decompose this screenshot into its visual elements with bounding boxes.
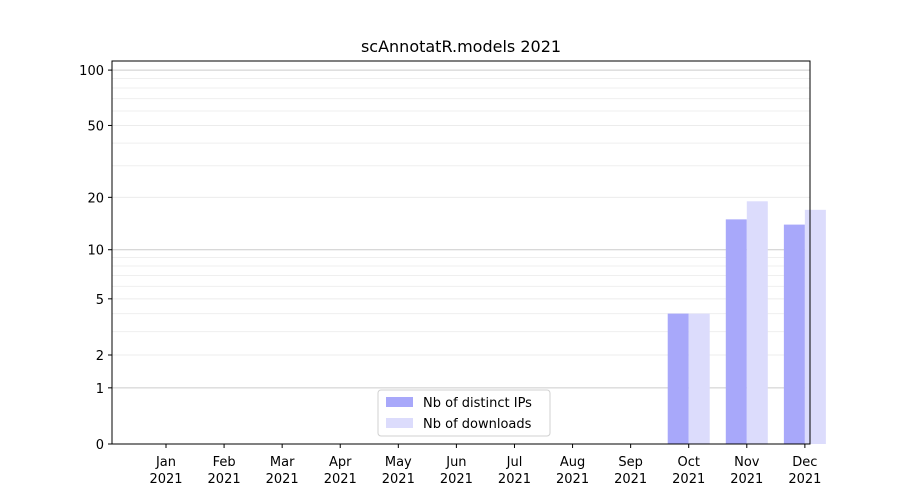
x-tick-label: Mar 2021 <box>266 455 299 487</box>
grid <box>112 69 810 389</box>
y-tick-label: 20 <box>87 191 104 206</box>
y-tick-label: 10 <box>87 244 104 259</box>
legend: Nb of distinct IPs Nb of downloads <box>377 389 551 437</box>
axes: 0 1 2 5 10 20 50 100 Jan 2021 Feb 2021 Mar 2021 Apr 202… <box>79 64 821 487</box>
y-tick-label: 0 <box>96 438 104 453</box>
x-tick-label: Dec 2021 <box>788 455 821 487</box>
legend-label: Nb of distinct IPs <box>423 396 532 411</box>
x-tick-label: Jun 2021 <box>440 455 473 487</box>
x-tick-label: Nov 2021 <box>730 455 763 487</box>
legend-swatch <box>386 397 413 407</box>
bars <box>667 201 826 444</box>
y-tick-label: 5 <box>96 293 104 308</box>
bar <box>688 313 710 444</box>
y-tick-label: 2 <box>96 349 104 364</box>
legend-label: Nb of downloads <box>423 417 532 432</box>
bar <box>667 313 689 444</box>
x-tick-label: Oct 2021 <box>672 455 705 487</box>
legend-box <box>377 389 551 437</box>
y-tick-label: 50 <box>87 119 104 134</box>
x-tick-label: Aug 2021 <box>556 455 589 487</box>
chart-title: scAnnotatR.models 2021 <box>361 37 561 56</box>
y-tick-label: 1 <box>96 382 104 397</box>
bar <box>804 209 826 444</box>
bar <box>783 224 805 444</box>
x-tick-label: May 2021 <box>382 455 415 487</box>
x-tick-label: Jul 2021 <box>498 455 531 487</box>
plot-frame <box>111 60 811 445</box>
x-tick-label: Jan 2021 <box>149 455 182 487</box>
x-tick-label: Feb 2021 <box>208 455 241 487</box>
bar <box>746 201 768 444</box>
x-tick-label: Sep 2021 <box>614 455 647 487</box>
x-tick-label: Apr 2021 <box>324 455 357 487</box>
legend-swatch <box>386 418 413 428</box>
bar <box>725 219 747 444</box>
y-tick-label: 100 <box>79 64 104 79</box>
